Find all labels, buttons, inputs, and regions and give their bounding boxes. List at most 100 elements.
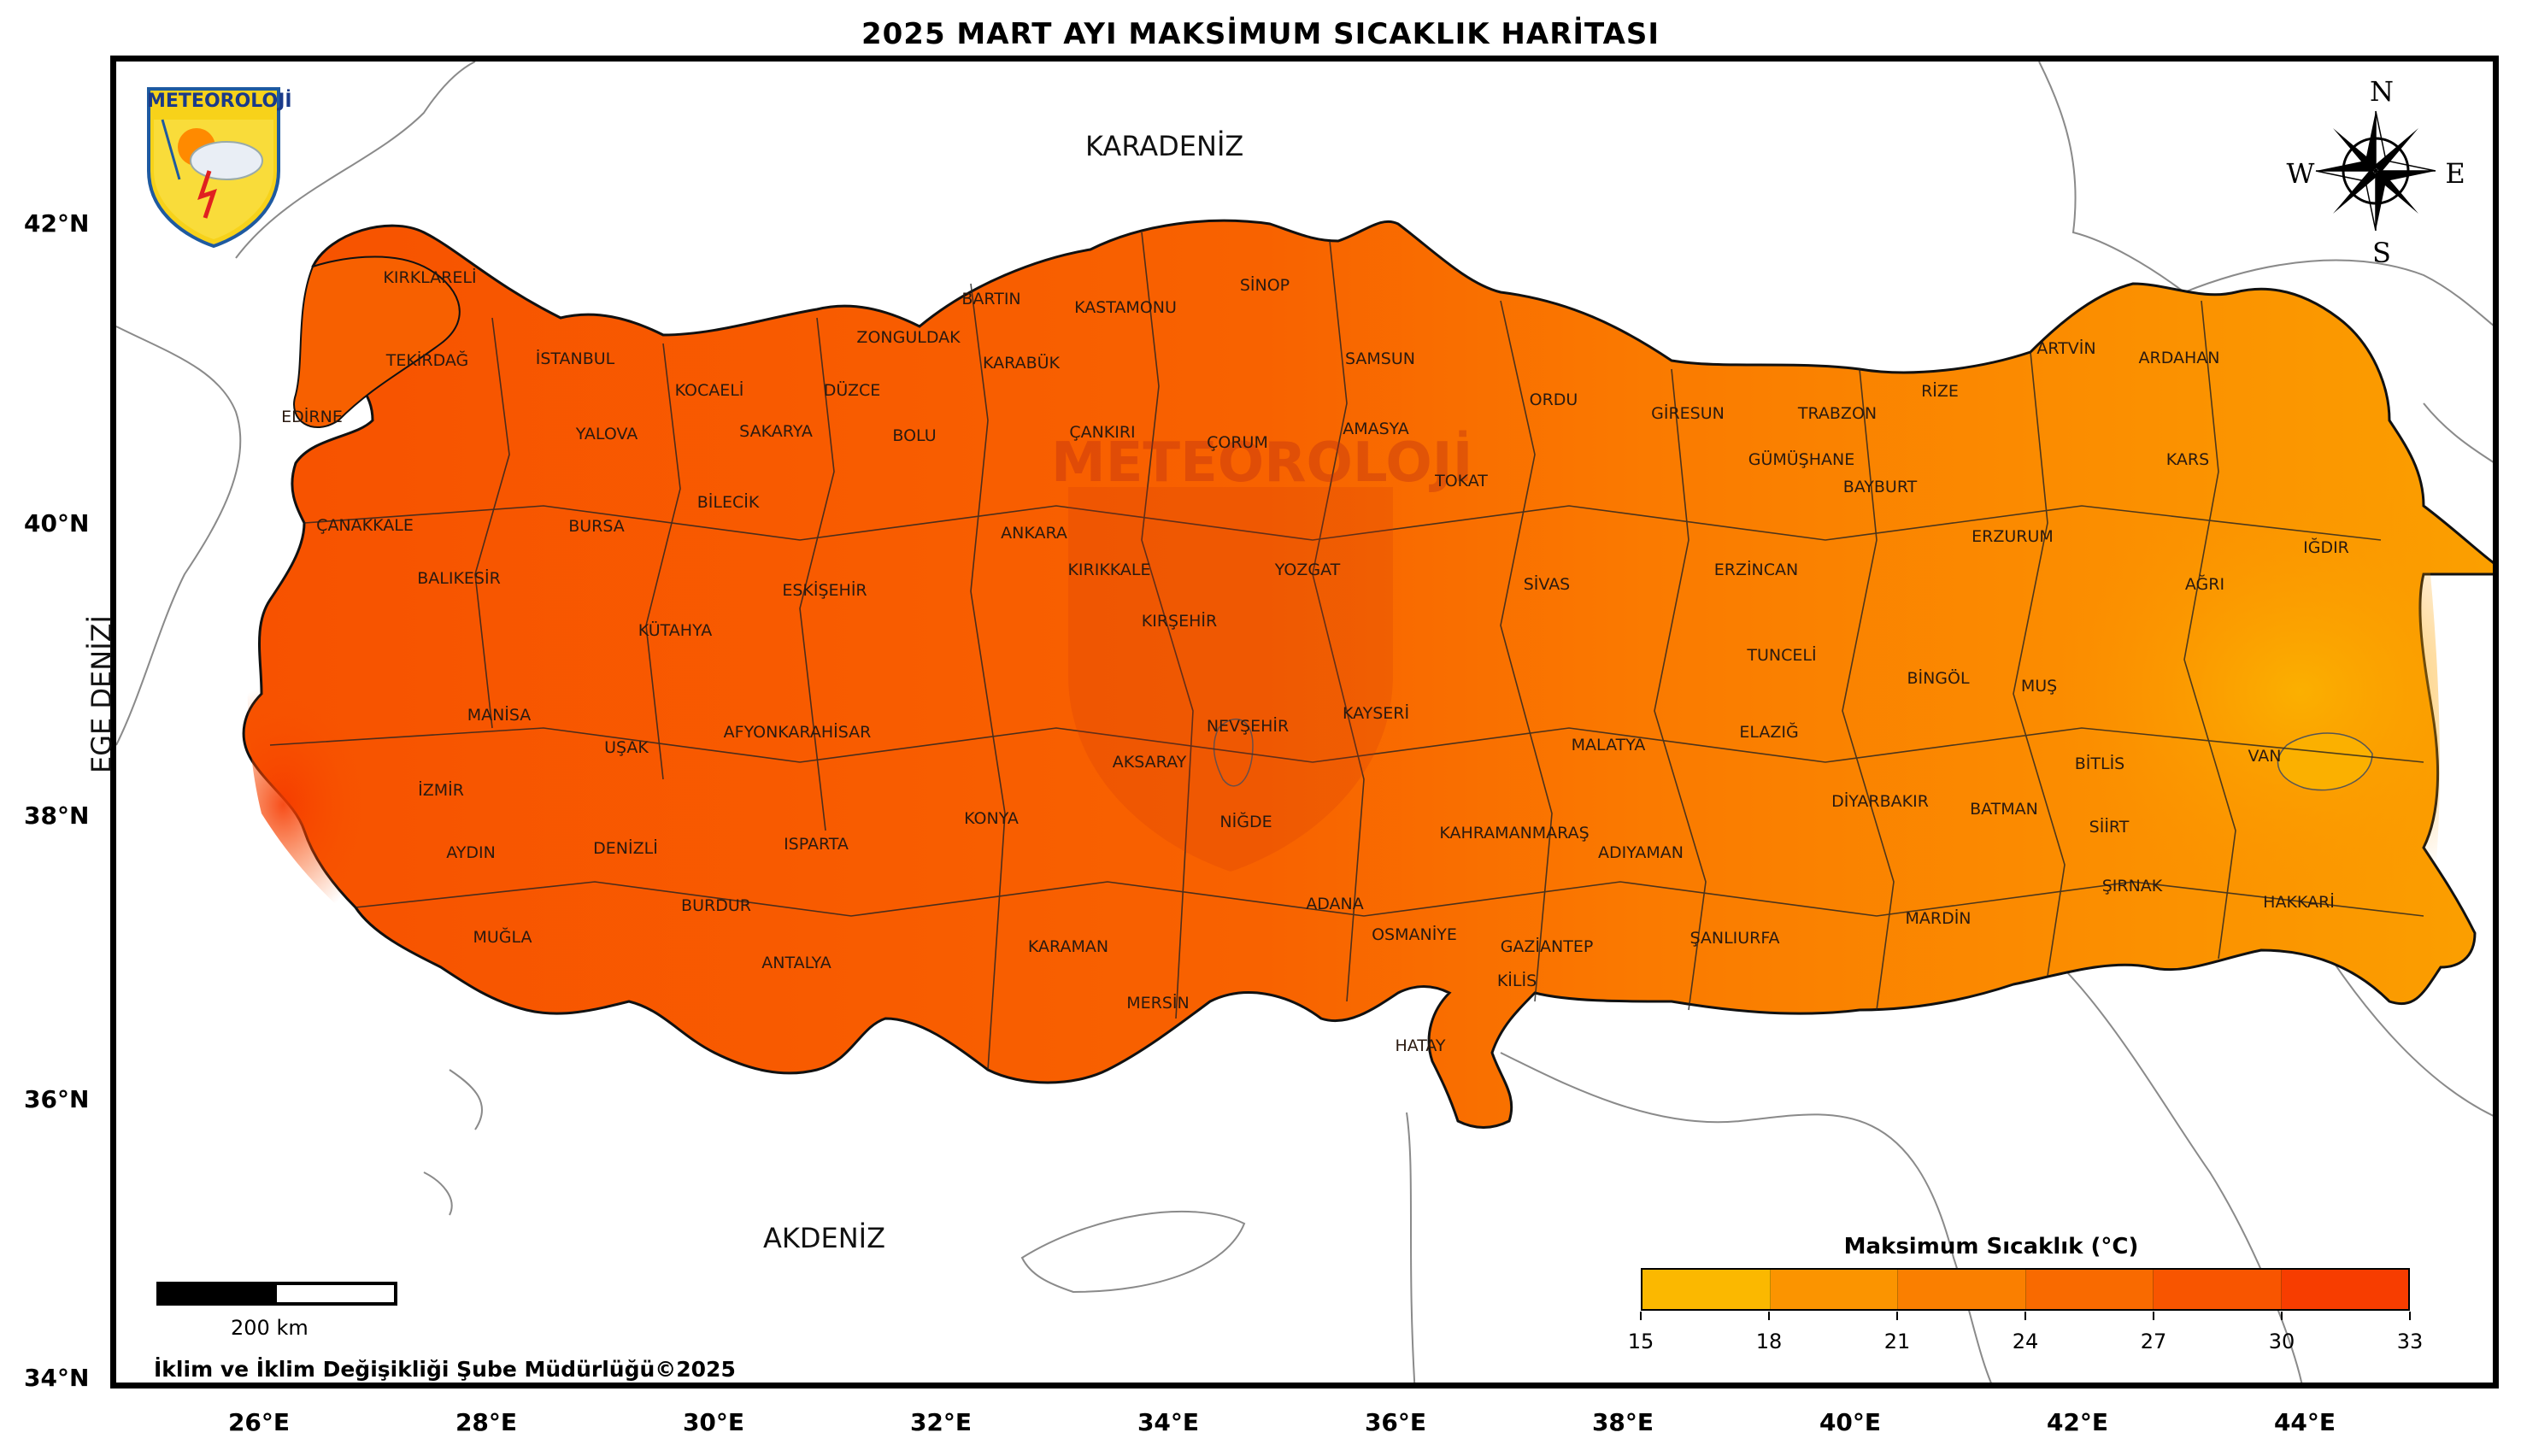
province-label: BİLECİK: [696, 493, 760, 512]
legend-color-segment: [1770, 1270, 1898, 1309]
legend-color-segment: [2025, 1270, 2154, 1309]
province-label: KOCAELİ: [674, 381, 744, 400]
compass-rose-icon: [2315, 110, 2436, 232]
province-label: İZMİR: [418, 781, 464, 800]
province-label: TUNCELİ: [1747, 646, 1817, 665]
legend-tick-mark: [2153, 1312, 2154, 1320]
province-label: AFYONKARAHİSAR: [723, 723, 872, 742]
province-label: OSMANİYE: [1372, 925, 1457, 944]
province-label: NEVŞEHİR: [1206, 717, 1290, 736]
province-label: TEKİRDAĞ: [385, 351, 469, 370]
province-label: BURSA: [568, 517, 625, 536]
province-label: ŞANLIURFA: [1689, 929, 1780, 948]
legend-tick-mark: [2024, 1312, 2026, 1320]
compass-east-label: E: [2445, 157, 2465, 190]
province-label: KIRŞEHİR: [1141, 612, 1218, 631]
scale-bar-white-segment: [277, 1285, 394, 1302]
province-label: KIRIKKALE: [1067, 561, 1151, 579]
legend-color-segment: [2281, 1270, 2408, 1309]
province-label: NİĞDE: [1219, 813, 1272, 831]
province-label: GİRESUN: [1651, 404, 1725, 423]
province-label: BİNGÖL: [1907, 669, 1970, 688]
province-label: IĞDIR: [2303, 538, 2349, 557]
province-label: İSTANBUL: [535, 349, 615, 368]
lon-label-40: 40°E: [1819, 1408, 1882, 1436]
compass-north-label: N: [2370, 75, 2394, 108]
west-hot-zone: [247, 561, 547, 967]
sea-label-akdeniz: AKDENİZ: [763, 1222, 886, 1254]
lon-label-42: 42°E: [2046, 1408, 2109, 1436]
lon-label-26: 26°E: [227, 1408, 291, 1436]
province-label: EDİRNE: [281, 408, 343, 426]
province-label: SİVAS: [1523, 575, 1571, 594]
legend-tick-label: 15: [1627, 1330, 1654, 1353]
province-label: SAKARYA: [739, 422, 813, 441]
province-label: KASTAMONU: [1074, 298, 1177, 317]
province-label: AYDIN: [446, 843, 496, 862]
lake-van: [2277, 732, 2373, 791]
thrace-region: [293, 255, 461, 429]
legend-tick-mark: [2409, 1312, 2411, 1320]
lake-tuz: [1213, 718, 1254, 787]
province-label: HATAY: [1395, 1036, 1446, 1055]
legend-color-segment: [2154, 1270, 2282, 1309]
province-label: SİİRT: [2089, 818, 2130, 837]
compass-west-label: W: [2286, 157, 2315, 190]
province-label: ANKARA: [1001, 524, 1067, 543]
legend-tick-label: 21: [1883, 1330, 1911, 1353]
legend-tick-label: 33: [2396, 1330, 2424, 1353]
scale-bar-label: 200 km: [231, 1316, 309, 1340]
province-label: ZONGULDAK: [856, 328, 961, 347]
province-label: HAKKARİ: [2263, 893, 2335, 912]
legend-color-segment: [1642, 1270, 1771, 1309]
province-label: ŞIRNAK: [2101, 877, 2163, 895]
province-label: AKSARAY: [1112, 753, 1187, 772]
province-label: ÇANKIRI: [1069, 423, 1136, 442]
province-label: KARS: [2165, 450, 2210, 469]
province-label: ISPARTA: [784, 835, 849, 854]
map-canvas: [116, 62, 2493, 1383]
province-label: MARDİN: [1905, 909, 1972, 928]
lat-label-36: 36°N: [24, 1085, 90, 1113]
province-label: MANİSA: [467, 706, 532, 725]
province-label: BOLU: [892, 426, 937, 445]
province-label: GÜMÜŞHANE: [1748, 450, 1855, 469]
province-label: YOZGAT: [1274, 561, 1341, 579]
province-label: VAN: [2248, 747, 2282, 766]
logo-text: METEOROLOJİ: [147, 91, 292, 112]
sea-label-karadeniz: KARADENİZ: [1085, 130, 1244, 162]
lon-label-38: 38°E: [1591, 1408, 1654, 1436]
province-label: ORDU: [1529, 390, 1578, 409]
province-label: BARTIN: [961, 290, 1021, 308]
province-label: AMASYA: [1343, 420, 1409, 438]
legend-title: Maksimum Sıcaklık (°C): [1843, 1234, 2139, 1259]
lat-label-40: 40°N: [24, 509, 90, 537]
province-label: AĞRI: [2184, 575, 2225, 594]
province-label: ERZİNCAN: [1713, 561, 1799, 579]
lon-label-32: 32°E: [909, 1408, 973, 1436]
legend-color-segment: [1898, 1270, 2026, 1309]
lon-label-44: 44°E: [2273, 1408, 2336, 1436]
province-label: SAMSUN: [1345, 349, 1415, 368]
province-label: BİTLİS: [2074, 754, 2125, 773]
province-label: ARTVİN: [2036, 339, 2096, 358]
province-label: MALATYA: [1571, 736, 1646, 754]
province-label: TRABZON: [1797, 404, 1878, 423]
legend-tick-mark: [2281, 1312, 2283, 1320]
sea-label-ege: EGE DENİZİ: [85, 615, 118, 773]
legend-tick-mark: [1896, 1312, 1898, 1320]
province-label: ARDAHAN: [2138, 349, 2220, 367]
province-label: KAYSERİ: [1342, 704, 1410, 723]
province-label: MUŞ: [2020, 677, 2058, 696]
province-label: BALIKESİR: [417, 569, 501, 588]
map-title: 2025 MART AYI MAKSİMUM SICAKLIK HARİTASI: [861, 17, 1660, 51]
province-label: SİNOP: [1239, 276, 1290, 295]
lon-label-34: 34°E: [1137, 1408, 1200, 1436]
scale-bar: [156, 1282, 397, 1306]
province-label: ÇANAKKALE: [316, 516, 414, 535]
province-label: TOKAT: [1435, 472, 1488, 490]
compass-south-label: S: [2372, 237, 2391, 269]
east-cool-zone: [1740, 359, 2440, 964]
province-label: KARAMAN: [1027, 937, 1109, 956]
province-label: YALOVA: [575, 425, 638, 443]
